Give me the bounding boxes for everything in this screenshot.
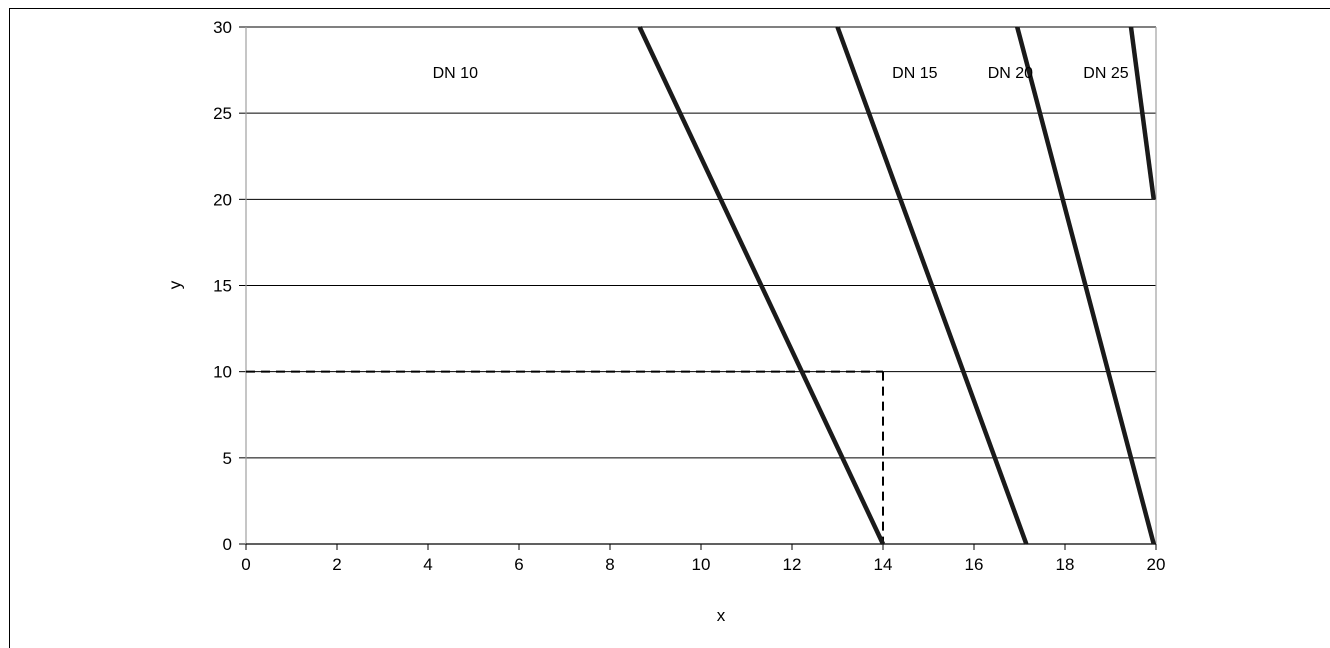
region-labels: DN 10 DN 15 DN 20 DN 25 (433, 65, 1129, 82)
y-tick-label-0: 0 (223, 535, 232, 554)
y-tick-label-25: 25 (213, 104, 232, 123)
series-line-4 (1128, 26, 1156, 200)
x-tick-label-4: 4 (423, 555, 432, 574)
chart-plot: 0 5 10 15 20 25 30 0 2 4 6 8 10 12 14 16 18 20 DN 10 DN 15… (165, 18, 1165, 625)
series-line-2 (835, 26, 1029, 545)
tick-labels: 0 5 10 15 20 25 30 0 2 4 6 8 10 12 14 16 18 20 (213, 18, 1165, 574)
x-tick-label-16: 16 (965, 555, 984, 574)
x-tick-label-12: 12 (783, 555, 802, 574)
region-label-1: DN 10 (433, 65, 478, 82)
region-label-3: DN 20 (988, 65, 1033, 82)
y-tick-label-20: 20 (213, 190, 232, 209)
x-tick-label-10: 10 (692, 555, 711, 574)
y-tick-label-10: 10 (213, 363, 232, 382)
y-tick-label-5: 5 (223, 449, 232, 468)
x-tick-label-8: 8 (605, 555, 614, 574)
reference-lines (246, 370, 884, 544)
x-axis-label: x (717, 606, 726, 625)
region-label-4: DN 25 (1083, 65, 1128, 82)
series-line-3 (1015, 26, 1156, 545)
x-tick-label-6: 6 (514, 555, 523, 574)
series-lines (637, 26, 1156, 545)
region-label-2: DN 15 (892, 65, 937, 82)
x-tick-label-0: 0 (241, 555, 250, 574)
y-tick-label-30: 30 (213, 18, 232, 37)
y-tick-label-15: 15 (213, 277, 232, 296)
x-tick-label-2: 2 (332, 555, 341, 574)
x-tick-label-18: 18 (1056, 555, 1075, 574)
grid-lines (246, 26, 1156, 459)
series-line-1 (637, 26, 886, 545)
x-tick-label-14: 14 (874, 555, 893, 574)
x-tick-label-20: 20 (1147, 555, 1166, 574)
y-axis-label: y (165, 280, 184, 289)
chart-frame (9, 8, 1330, 648)
axes (239, 26, 1157, 550)
